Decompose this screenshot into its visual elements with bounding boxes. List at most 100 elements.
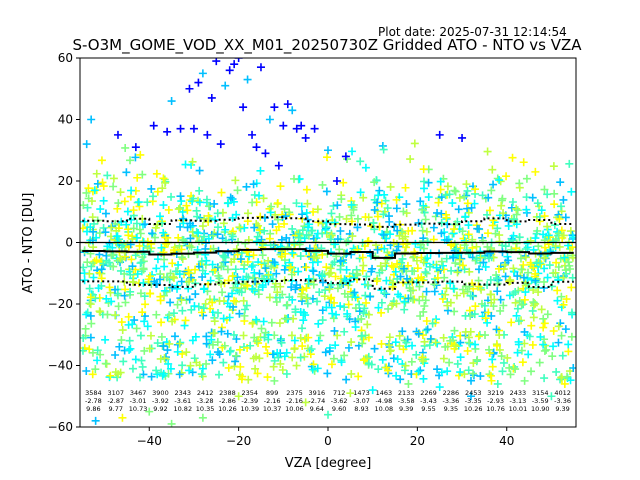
scatter-point — [423, 325, 432, 334]
scatter-point — [208, 298, 217, 307]
bin-mean-label: -3.58 — [398, 397, 415, 405]
scatter-point — [247, 262, 256, 271]
scatter-point — [141, 300, 150, 309]
scatter-point — [349, 273, 358, 282]
scatter-point — [382, 290, 391, 299]
scatter-point — [248, 284, 257, 293]
scatter-point — [392, 204, 401, 213]
bin-count-label: 2286 — [443, 389, 460, 397]
scatter-point — [382, 276, 391, 285]
scatter-point — [88, 348, 97, 357]
scatter-point — [453, 359, 462, 368]
scatter-point — [410, 139, 419, 148]
scatter-point — [391, 338, 400, 347]
scatter-point — [120, 197, 129, 206]
scatter-point — [534, 242, 543, 251]
scatter-point — [168, 317, 177, 326]
scatter-point — [152, 310, 161, 319]
scatter-point — [493, 224, 502, 233]
scatter-point — [554, 229, 563, 238]
x-tick-label: −40 — [137, 434, 162, 448]
bin-count-label: 2343 — [175, 389, 192, 397]
scatter-point — [126, 240, 135, 249]
scatter-point — [206, 350, 215, 359]
scatter-point — [354, 372, 363, 381]
scatter-point — [213, 338, 222, 347]
scatter-point — [323, 153, 332, 162]
scatter-point — [377, 199, 386, 208]
scatter-point — [553, 296, 562, 305]
bin-std-label: 10.01 — [509, 405, 528, 413]
scatter-point — [382, 363, 391, 372]
bin-mean-label: -3.43 — [420, 397, 437, 405]
scatter-point — [490, 295, 499, 304]
scatter-point — [114, 199, 123, 208]
scatter-point — [326, 294, 335, 303]
scatter-point — [531, 234, 540, 243]
scatter-point — [136, 150, 145, 159]
scatter-point — [474, 265, 483, 274]
scatter-point — [456, 368, 465, 377]
scatter-point — [85, 299, 94, 308]
scatter-point — [244, 209, 253, 218]
scatter-point — [186, 361, 195, 370]
scatter-point — [103, 310, 112, 319]
scatter-point — [470, 310, 479, 319]
scatter-point — [218, 288, 227, 297]
scatter-point — [414, 367, 423, 376]
scatter-point — [166, 364, 175, 373]
scatter-point — [262, 342, 271, 351]
scatter-point — [122, 220, 131, 229]
scatter-point — [359, 308, 368, 317]
scatter-point — [534, 288, 543, 297]
scatter-point-outlier — [274, 161, 283, 170]
scatter-point — [499, 358, 508, 367]
scatter-point — [568, 243, 576, 252]
scatter-point — [531, 299, 540, 308]
scatter-point — [229, 302, 238, 311]
scatter-point — [128, 320, 137, 329]
bin-mean-label: -3.61 — [174, 397, 191, 405]
scatter-point — [277, 338, 286, 347]
scatter-point — [455, 255, 464, 264]
scatter-point — [118, 326, 127, 335]
scatter-point — [344, 343, 353, 352]
scatter-point — [313, 364, 322, 373]
scatter-point — [542, 345, 551, 354]
scatter-point — [471, 185, 480, 194]
scatter-point — [129, 224, 138, 233]
scatter-point — [411, 239, 420, 248]
scatter-point — [300, 222, 309, 231]
scatter-point — [159, 291, 168, 300]
bin-mean-label: -3.62 — [331, 397, 348, 405]
scatter-point — [89, 273, 98, 282]
bin-std-label: 9.77 — [109, 405, 123, 413]
scatter-point — [373, 245, 382, 254]
scatter-point — [82, 188, 91, 197]
scatter-point — [275, 293, 284, 302]
scatter-point — [487, 186, 496, 195]
scatter-point — [231, 265, 240, 274]
scatter-point — [348, 147, 357, 156]
scatter-point — [137, 258, 146, 267]
scatter-point — [308, 226, 317, 235]
scatter-point — [476, 253, 485, 262]
scatter-point-outlier — [248, 130, 257, 139]
scatter-point — [557, 292, 566, 301]
scatter-point — [504, 256, 513, 265]
scatter-point — [521, 288, 530, 297]
scatter-point — [180, 321, 189, 330]
scatter-point — [471, 302, 480, 311]
scatter-point — [161, 233, 170, 242]
scatter-point — [294, 233, 303, 242]
scatter-point — [375, 268, 384, 277]
bin-count-label: 2433 — [510, 389, 527, 397]
scatter-point — [250, 223, 259, 232]
scatter-point — [197, 257, 206, 266]
scatter-point — [283, 300, 292, 309]
bin-count-label: 1473 — [353, 389, 370, 397]
scatter-point — [160, 286, 169, 295]
scatter-point — [122, 168, 131, 177]
scatter-point — [420, 184, 429, 193]
scatter-point-outlier — [252, 143, 261, 152]
